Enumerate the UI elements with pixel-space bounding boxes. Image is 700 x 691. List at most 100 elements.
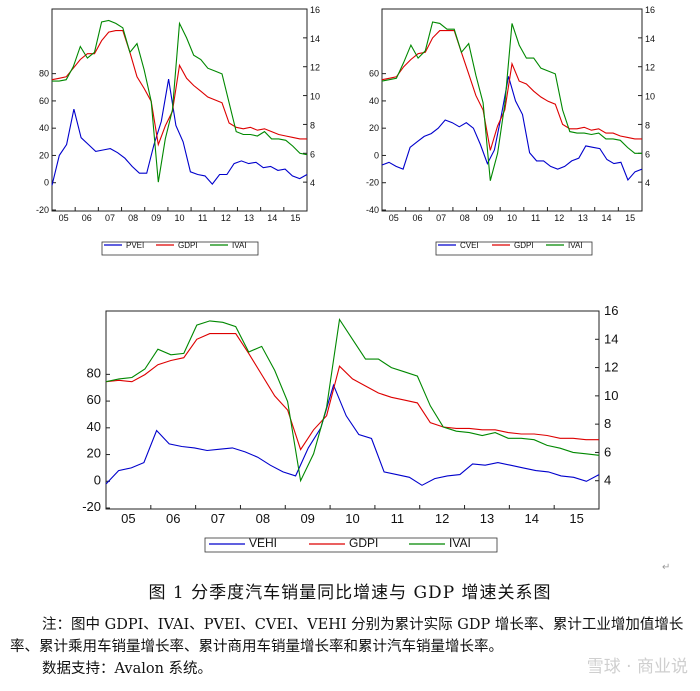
data-source-note: 数据支持：Avalon 系统。	[42, 661, 213, 677]
plot-frame	[381, 8, 643, 212]
right-axis-tick-label: 8	[645, 120, 650, 130]
right-axis-tick-label: 8	[310, 120, 315, 130]
right-axis-tick-label: 16	[604, 303, 618, 318]
x-axis-tick-label: 10	[507, 213, 517, 223]
left-axis-tick-label: 0	[94, 472, 101, 487]
x-axis-tick-label: 14	[602, 213, 612, 223]
x-axis-tick-label: 09	[151, 213, 161, 223]
right-axis-tick-label: 4	[645, 178, 650, 188]
chart-panel-top-left: -20 0 20 40 60 80 4 6 8 10 12 14 16 05 06 07 08 09 10 11 12 1…	[36, 5, 320, 256]
chart-panel-top-right: -40 -20 0 20 40 60 4 6 8 10 12 14 16 05 06 07 08 09 10 11 12…	[366, 5, 655, 256]
series-line-ivai	[105, 317, 600, 483]
x-axis-tick-label: 06	[412, 213, 422, 223]
series-line-vehi	[105, 383, 600, 486]
right-axis-tick-label: 14	[645, 34, 655, 44]
x-axis-tick-label: 11	[391, 511, 405, 526]
right-axis-tick-label: 14	[604, 331, 618, 346]
legend-label-gdpi: GDPI	[349, 536, 378, 550]
left-axis-tick-label: 60	[39, 96, 49, 106]
x-axis-tick-label: 15	[290, 213, 300, 223]
x-axis-tick-label: 13	[480, 511, 494, 526]
x-axis-tick-label: 14	[267, 213, 277, 223]
legend-label-ivai: IVAI	[568, 241, 583, 250]
x-axis-tick-label: 12	[221, 213, 231, 223]
right-axis-tick-label: 12	[310, 63, 320, 73]
figure-caption: 图 1 分季度汽车销量同比增速与 GDP 增速关系图	[148, 583, 552, 603]
left-axis-tick-label: 40	[87, 419, 101, 434]
x-axis-tick-label: 09	[300, 511, 314, 526]
series-line-gdpi	[381, 30, 642, 151]
x-axis-tick-label: 11	[531, 213, 540, 223]
right-axis-tick-label: 4	[604, 473, 611, 488]
right-axis-tick-label: 8	[604, 416, 611, 431]
x-axis-tick-label: 08	[128, 213, 138, 223]
left-axis-tick-label: 40	[39, 123, 49, 133]
right-axis-tick-label: 16	[645, 5, 655, 15]
right-axis-tick-label: 6	[604, 444, 611, 459]
x-axis-tick-label: 07	[211, 511, 225, 526]
plot-frame	[105, 310, 600, 510]
watermark: 雪球 · 商业说	[586, 657, 688, 677]
right-axis-tick-label: 10	[645, 92, 655, 102]
left-axis-tick-label: 40	[369, 96, 379, 106]
left-axis-tick-label: -20	[366, 178, 379, 188]
right-axis-tick-label: 4	[310, 178, 315, 188]
left-axis-tick-label: 0	[44, 178, 49, 188]
series-line-gdpi	[51, 30, 307, 147]
x-axis-tick-label: 06	[166, 511, 180, 526]
left-axis-tick-label: -20	[82, 499, 101, 514]
legend-label-gdpi: GDPI	[514, 241, 534, 250]
legend-label-ivai: IVAI	[232, 241, 247, 250]
left-axis-tick-label: 60	[369, 69, 379, 79]
left-axis-tick-label: 20	[369, 123, 379, 133]
x-axis-tick-label: 10	[174, 213, 184, 223]
legend-label-ivai: IVAI	[449, 536, 471, 550]
right-axis-tick-label: 12	[604, 360, 618, 375]
legend-box	[101, 241, 259, 256]
right-axis-tick-label: 14	[310, 34, 320, 44]
legend-label-pvei: PVEI	[126, 241, 144, 250]
series-line-ivai	[52, 19, 308, 183]
right-axis-tick-label: 6	[310, 149, 315, 159]
x-axis-tick-label: 12	[435, 511, 449, 526]
left-axis-tick-label: 60	[87, 392, 101, 407]
x-axis-tick-label: 05	[121, 511, 135, 526]
plot-frame	[51, 8, 308, 212]
x-axis-tick-label: 05	[389, 213, 399, 223]
series-line-pvei	[51, 79, 308, 186]
figure-note: 注：图中 GDPI、IVAI、PVEI、CVEI、VEHI 分别为累计实际 GD…	[10, 617, 684, 655]
legend-box	[435, 241, 593, 256]
x-axis-tick-label: 13	[578, 213, 588, 223]
x-axis-tick-label: 12	[554, 213, 564, 223]
x-axis-tick-label: 10	[345, 511, 359, 526]
x-axis-tick-label: 13	[244, 213, 254, 223]
legend-label-gdpi: GDPI	[178, 241, 198, 250]
right-axis-tick-label: 10	[604, 388, 618, 403]
series-line-gdpi	[105, 333, 599, 451]
series-line-ivai	[381, 21, 642, 181]
x-axis-tick-label: 05	[59, 213, 69, 223]
right-axis-tick-label: 16	[310, 5, 320, 15]
left-axis-tick-label: 80	[39, 69, 49, 79]
chart-panel-bottom: -20 0 20 40 60 80 4 6 8 10 12 14 16 05 06 07 08 09 10 11 12 1…	[82, 303, 618, 553]
x-axis-tick-label: 14	[525, 511, 539, 526]
x-axis-tick-label: 09	[483, 213, 493, 223]
left-axis-tick-label: 20	[87, 446, 101, 461]
right-axis-tick-label: 10	[310, 92, 320, 102]
right-axis-tick-label: 6	[645, 149, 650, 159]
x-axis-tick-label: 08	[256, 511, 270, 526]
return-mark-icon: ↵	[662, 562, 671, 573]
left-axis-tick-label: 0	[374, 150, 379, 160]
left-axis-tick-label: 20	[39, 150, 49, 160]
legend-box	[204, 537, 498, 553]
legend-label-cvei: CVEI	[460, 241, 479, 250]
left-axis-tick-label: -40	[366, 205, 379, 215]
x-axis-tick-label: 06	[82, 213, 92, 223]
left-axis-tick-label: -20	[36, 205, 49, 215]
left-axis-tick-label: 80	[87, 365, 101, 380]
x-axis-tick-label: 07	[105, 213, 115, 223]
right-axis-tick-label: 12	[645, 63, 655, 73]
x-axis-tick-label: 11	[198, 213, 207, 223]
x-axis-tick-label: 08	[460, 213, 470, 223]
